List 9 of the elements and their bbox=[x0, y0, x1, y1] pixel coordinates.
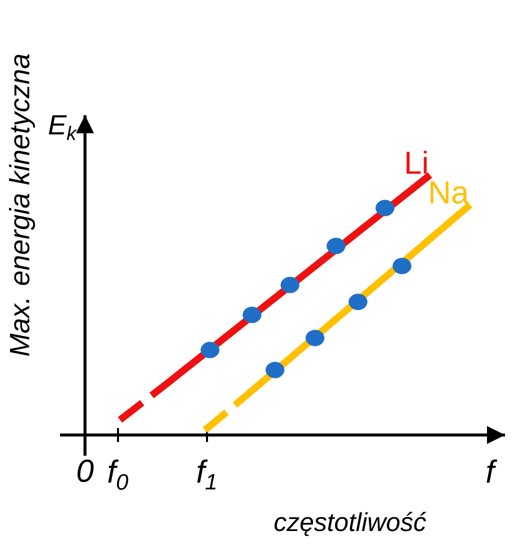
x-tick-label: 0 bbox=[78, 460, 94, 482]
x-tick-label: f$_{1}$ bbox=[197, 460, 216, 490]
x-tick-label: f$_{0}$ bbox=[108, 460, 128, 490]
series-label: Na bbox=[430, 181, 469, 204]
series-label: Li bbox=[406, 150, 427, 174]
x-tick-label: f bbox=[486, 460, 498, 483]
x-axis-title: częstotliwość bbox=[274, 512, 426, 536]
text: E$_{k}$ bbox=[48, 115, 78, 140]
y-axis-title: Max. energia kinetyczna bbox=[9, 54, 35, 356]
